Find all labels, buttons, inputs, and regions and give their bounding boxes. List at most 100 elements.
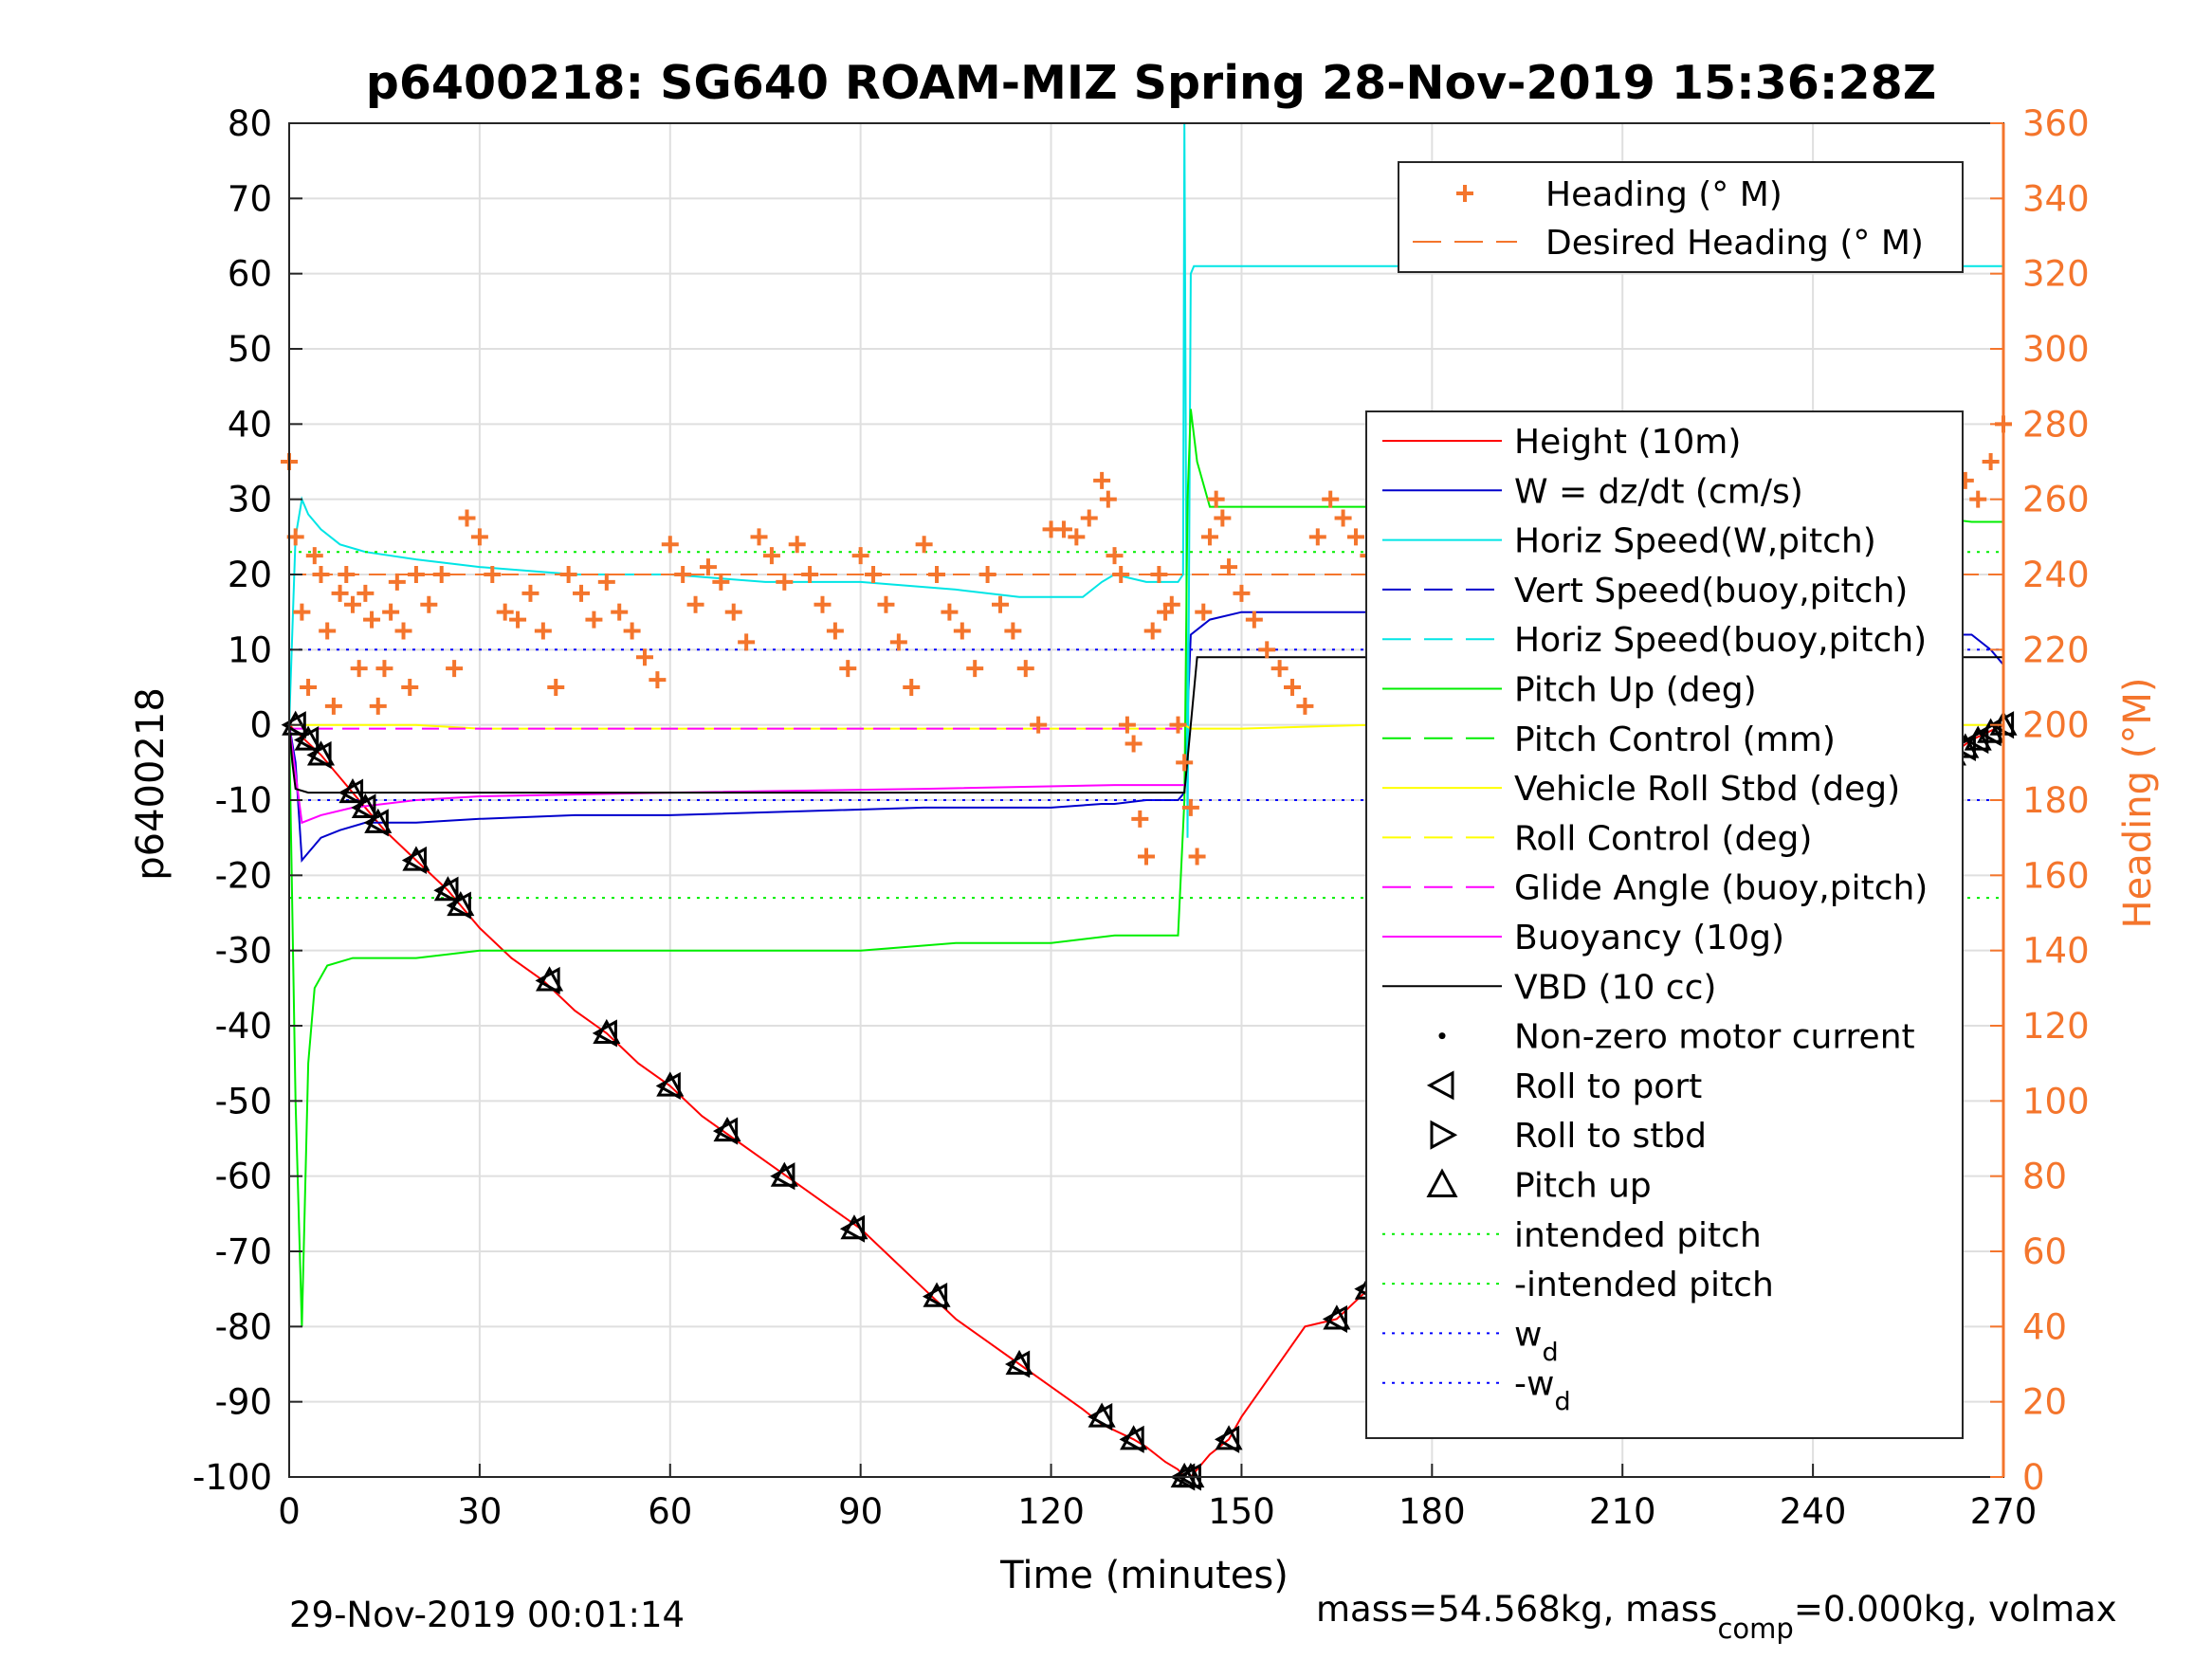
x-tick-label: 60 (648, 1491, 692, 1532)
heading-point (1296, 697, 1314, 715)
motor-event-marker (655, 1071, 685, 1101)
legend-label: Non-zero motor current (1514, 1018, 1915, 1057)
motor-event-marker (922, 1282, 951, 1311)
heading-point (661, 536, 679, 554)
heading-point (1143, 622, 1161, 640)
y-tick-label: -40 (215, 1006, 272, 1047)
pitch-up-marker (923, 1282, 951, 1307)
legend-swatch (1426, 1070, 1454, 1101)
x-tick-label: 210 (1589, 1491, 1656, 1532)
heading-point (369, 697, 387, 715)
heading-point (649, 671, 667, 689)
heading-point (966, 660, 984, 678)
legend-label: Vert Speed(buoy,pitch) (1514, 572, 1908, 611)
legend-entry-w-dz-dt-cm-s: W = dz/dt (cm/s) (1382, 472, 1803, 511)
legend-label: Heading (° M) (1545, 175, 1782, 214)
legend-entry-roll-control-deg: Roll Control (deg) (1382, 819, 1812, 858)
motor-event-marker (839, 1214, 868, 1243)
heading-point (585, 611, 603, 629)
pitch-up-marker (1215, 1425, 1243, 1450)
y-tick-label: 60 (228, 254, 272, 295)
y-tick-label: -90 (215, 1382, 272, 1423)
y2-tick-label: 200 (2022, 705, 2090, 746)
legend-label-text: Non-zero motor current (1514, 1018, 1915, 1057)
roll-port-marker (655, 1071, 681, 1101)
y-tick-label: 70 (228, 178, 272, 219)
heading-point (521, 584, 539, 602)
pitch-up-marker (1120, 1425, 1148, 1450)
heading-point (776, 573, 794, 591)
x-tick-label: 180 (1398, 1491, 1466, 1532)
heading-point (1162, 595, 1180, 613)
heading-point (1068, 528, 1086, 546)
legend-swatch (1456, 185, 1473, 202)
legend-label: Horiz Speed(W,pitch) (1514, 522, 1876, 561)
heading-point (388, 573, 406, 591)
motor-event-marker (1964, 725, 1992, 755)
x-tick-label: 150 (1208, 1491, 1275, 1532)
y2-tick-label: 100 (2022, 1081, 2090, 1121)
heading-point (394, 622, 412, 640)
motor-event-marker (770, 1161, 798, 1191)
legend-label-text: Heading (° M) (1545, 175, 1782, 214)
heading-point (611, 603, 629, 621)
heading-point (324, 697, 342, 715)
roll-port-marker (1119, 1425, 1144, 1453)
legend-entry-w-d: wd (1382, 1315, 1559, 1367)
heading-point (1124, 735, 1143, 753)
legend-entry-horiz-speed-buoy-pitch: Horiz Speed(buoy,pitch) (1382, 621, 1927, 660)
heading-point (1233, 584, 1251, 602)
heading-point (941, 603, 959, 621)
heading-point (458, 509, 476, 527)
heading-point (1214, 509, 1232, 527)
heading-point (1169, 716, 1187, 734)
pitch-up-marker (1323, 1304, 1351, 1330)
motor-event-marker (535, 966, 564, 994)
y2-tick-label: 220 (2022, 629, 2090, 670)
y2-tick-label: 120 (2022, 1006, 2090, 1047)
legend-box (1365, 410, 1964, 1439)
legend-entry-vehicle-roll-stbd-deg: Vehicle Roll Stbd (deg) (1382, 770, 1900, 809)
heading-point (470, 528, 488, 546)
pitch-up-marker (593, 1018, 621, 1045)
legend-label-text: Desired Heading (° M) (1545, 224, 1924, 263)
legend-label-subscript: d (1554, 1388, 1570, 1417)
roll-port-marker (1004, 1350, 1031, 1378)
heading-point (534, 622, 552, 640)
heading-point (635, 648, 653, 666)
heading-point (293, 603, 311, 621)
legend-entry-height-10m: Height (10m) (1382, 423, 1741, 462)
legend-box (1398, 161, 1964, 273)
heading-point (712, 573, 730, 591)
heading-point (319, 622, 337, 640)
heading-point (915, 536, 933, 554)
legend-swatch (1430, 1120, 1458, 1150)
pitch-up-marker (294, 725, 322, 751)
legend-entry-desired-heading-m: Desired Heading (° M) (1413, 224, 1924, 263)
heading-point (1220, 558, 1238, 576)
heading-point (496, 603, 514, 621)
heading-point (331, 584, 349, 602)
pitch-up-marker (447, 890, 475, 917)
heading-point (547, 679, 565, 696)
heading-point (889, 633, 907, 651)
heading-point (724, 603, 742, 621)
heading-point (401, 679, 419, 696)
legend-label: -intended pitch (1514, 1266, 1774, 1304)
y-tick-label: -10 (215, 780, 272, 821)
chart-title: p6400218: SG640 ROAM-MIZ Spring 28-Nov-2… (366, 56, 1936, 110)
pitch-up-marker (364, 808, 393, 833)
y2-tick-label: 40 (2022, 1306, 2067, 1347)
heading-point (305, 547, 323, 565)
legend-entry-horiz-speed-w-pitch: Horiz Speed(W,pitch) (1382, 522, 1876, 561)
heading-point (762, 547, 780, 565)
legend-label: wd (1514, 1315, 1559, 1367)
x-tick-label: 270 (1970, 1491, 2038, 1532)
heading-point (1200, 528, 1218, 546)
legend-label-subscript: d (1542, 1338, 1558, 1367)
heading-point (750, 528, 768, 546)
roll-port-marker (363, 809, 389, 837)
roll-port-marker (351, 793, 376, 822)
motor-event-marker (1976, 718, 2005, 747)
legend-label: Pitch Up (deg) (1514, 671, 1757, 710)
